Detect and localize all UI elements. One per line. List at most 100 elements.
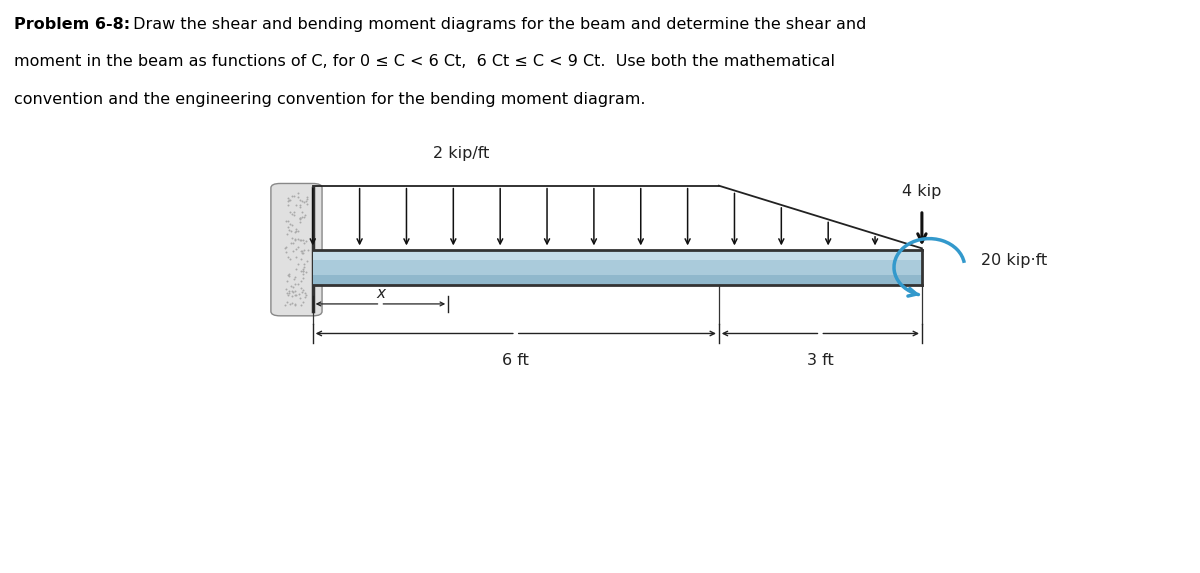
Point xyxy=(282,239,301,248)
Point xyxy=(295,210,314,219)
Point xyxy=(286,280,305,289)
Point xyxy=(278,196,298,205)
FancyBboxPatch shape xyxy=(271,183,322,316)
Point xyxy=(294,273,313,282)
Point xyxy=(288,226,307,236)
Point xyxy=(288,260,307,269)
Point xyxy=(288,189,307,198)
Point xyxy=(293,207,312,217)
Text: moment in the beam as functions of Ϲ, for 0 ≤ Ϲ < 6 Ϲt,  6 Ϲt ≤ Ϲ < 9 Ϲt.  Use b: moment in the beam as functions of Ϲ, fo… xyxy=(14,54,835,69)
Point xyxy=(284,275,304,284)
Point xyxy=(277,285,296,294)
Point xyxy=(292,276,311,285)
Point xyxy=(293,246,312,256)
Point xyxy=(298,199,317,209)
Point xyxy=(294,260,313,269)
Point xyxy=(287,227,306,236)
Point xyxy=(296,237,316,246)
Point xyxy=(292,284,311,293)
Point xyxy=(286,228,305,237)
Point xyxy=(277,288,296,297)
Point xyxy=(294,267,313,276)
Point xyxy=(276,301,295,310)
Point xyxy=(287,244,306,253)
Point xyxy=(294,297,313,307)
Point xyxy=(290,214,310,223)
Point xyxy=(286,253,305,262)
Point xyxy=(295,293,314,302)
Point xyxy=(289,234,308,243)
Point xyxy=(298,193,317,202)
Text: 6 ft: 6 ft xyxy=(503,354,529,368)
Point xyxy=(288,243,307,252)
Point xyxy=(294,286,313,295)
Point xyxy=(293,236,312,245)
Point xyxy=(280,269,299,278)
Point xyxy=(288,280,307,289)
Point xyxy=(280,286,299,295)
Polygon shape xyxy=(313,260,922,276)
Text: 3 ft: 3 ft xyxy=(808,354,834,368)
Point xyxy=(280,272,299,281)
Point xyxy=(281,300,300,309)
Text: convention and the engineering convention for the bending moment diagram.: convention and the engineering conventio… xyxy=(14,92,646,107)
Point xyxy=(281,207,300,216)
Polygon shape xyxy=(313,250,922,285)
Point xyxy=(277,276,296,285)
Point xyxy=(284,191,304,200)
Point xyxy=(293,249,312,258)
Point xyxy=(290,213,310,222)
Text: Problem 6-8:: Problem 6-8: xyxy=(14,17,131,32)
Point xyxy=(290,202,310,211)
Point xyxy=(282,221,301,230)
Point xyxy=(286,272,305,281)
Point xyxy=(282,298,301,307)
Text: x: x xyxy=(376,286,385,301)
Point xyxy=(282,234,301,243)
Point xyxy=(288,193,307,202)
Text: Draw the shear and bending moment diagrams for the beam and determine the shear : Draw the shear and bending moment diagra… xyxy=(128,17,866,32)
Point xyxy=(284,283,304,292)
Point xyxy=(295,239,314,248)
Point xyxy=(286,264,305,273)
Point xyxy=(293,265,312,274)
Point xyxy=(282,191,301,201)
Point xyxy=(284,239,304,248)
Point xyxy=(294,245,313,254)
Point xyxy=(298,246,317,255)
Point xyxy=(278,288,298,297)
Point xyxy=(284,207,304,217)
Point xyxy=(280,254,299,264)
Point xyxy=(286,300,305,309)
Point xyxy=(292,255,311,264)
Point xyxy=(298,195,317,204)
Point xyxy=(296,268,316,277)
Point xyxy=(296,197,316,206)
Point xyxy=(286,225,305,234)
Point xyxy=(280,195,299,205)
Point xyxy=(292,287,311,296)
Point xyxy=(276,243,295,252)
Point xyxy=(277,297,296,307)
Point xyxy=(290,293,310,302)
Point xyxy=(282,226,301,236)
Point xyxy=(280,225,299,234)
Polygon shape xyxy=(313,275,922,285)
Point xyxy=(283,246,302,256)
Point xyxy=(293,266,312,276)
Point xyxy=(286,290,305,299)
Point xyxy=(294,262,313,272)
Point xyxy=(283,288,302,297)
Point xyxy=(287,200,306,209)
Point xyxy=(292,197,311,206)
Point xyxy=(281,219,300,228)
Point xyxy=(278,217,298,226)
Point xyxy=(278,270,298,279)
Point xyxy=(290,290,310,299)
Point xyxy=(292,246,311,256)
Point xyxy=(292,300,311,309)
Point xyxy=(293,248,312,257)
Point xyxy=(295,288,314,297)
Point xyxy=(278,223,298,232)
Point xyxy=(284,210,304,219)
